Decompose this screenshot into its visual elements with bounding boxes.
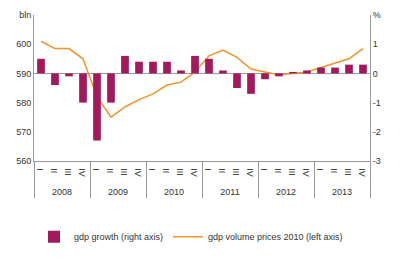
svg-text:III: III — [119, 168, 129, 176]
svg-text:560: 560 — [16, 156, 31, 166]
svg-text:I: I — [91, 168, 101, 171]
svg-text:I: I — [315, 168, 325, 171]
svg-text:0: 0 — [373, 69, 378, 79]
svg-text:2012: 2012 — [276, 187, 296, 197]
svg-text:590: 590 — [16, 69, 31, 79]
svg-text:bln: bln — [19, 10, 31, 20]
svg-text:III: III — [175, 168, 185, 176]
svg-text:570: 570 — [16, 127, 31, 137]
svg-text:II: II — [105, 168, 115, 173]
svg-text:IV: IV — [357, 168, 367, 177]
svg-text:2013: 2013 — [332, 187, 352, 197]
svg-text:-3: -3 — [373, 156, 381, 166]
svg-text:I: I — [35, 168, 45, 171]
svg-text:I: I — [203, 168, 213, 171]
svg-text:IV: IV — [77, 168, 87, 177]
svg-text:III: III — [63, 168, 73, 176]
svg-text:600: 600 — [16, 39, 31, 49]
svg-text:2010: 2010 — [164, 187, 184, 197]
svg-text:II: II — [161, 168, 171, 173]
svg-text:III: III — [287, 168, 297, 176]
svg-text:gdp growth (right axis): gdp growth (right axis) — [74, 232, 163, 242]
svg-text:2008: 2008 — [52, 187, 72, 197]
svg-text:IV: IV — [245, 168, 255, 177]
svg-text:580: 580 — [16, 98, 31, 108]
svg-text:IV: IV — [189, 168, 199, 177]
svg-text:I: I — [147, 168, 157, 171]
svg-text:II: II — [329, 168, 339, 173]
svg-text:-1: -1 — [373, 98, 381, 108]
svg-text:2011: 2011 — [220, 187, 239, 197]
svg-text:gdp volume prices 2010 (left a: gdp volume prices 2010 (left axis) — [208, 232, 343, 242]
svg-text:II: II — [49, 168, 59, 173]
svg-text:1: 1 — [373, 39, 378, 49]
svg-text:IV: IV — [133, 168, 143, 177]
svg-text:III: III — [231, 168, 241, 176]
svg-text:I: I — [259, 168, 269, 171]
svg-text:-2: -2 — [373, 127, 381, 137]
svg-text:III: III — [343, 168, 353, 176]
svg-text:II: II — [217, 168, 227, 173]
svg-text:2009: 2009 — [108, 187, 128, 197]
svg-text:IV: IV — [301, 168, 311, 177]
svg-text:%: % — [373, 10, 381, 20]
svg-text:II: II — [273, 168, 283, 173]
